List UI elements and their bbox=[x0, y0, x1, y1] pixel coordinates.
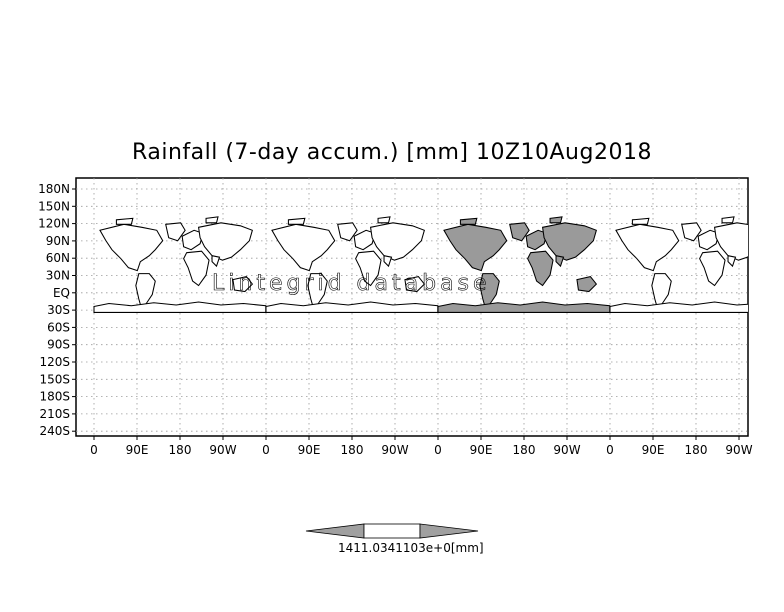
map-title: Rainfall (7-day accum.) [mm] 10Z10Aug201… bbox=[132, 140, 652, 165]
lat-tick-label: 90N bbox=[46, 234, 70, 248]
lat-tick-label: 150S bbox=[39, 372, 70, 386]
lat-tick-label: 30N bbox=[46, 269, 70, 283]
lon-tick-label: 180 bbox=[169, 443, 192, 457]
longitude-labels: 0 90E 180 90W 0 90E 180 90W 0 90E 180 90W 0 90E 180 90W bbox=[90, 436, 753, 457]
lon-tick-label: 90W bbox=[381, 443, 408, 457]
lon-tick-label: 90E bbox=[642, 443, 665, 457]
colorbar-right-arrow bbox=[419, 523, 479, 539]
lon-tick-label: 0 bbox=[606, 443, 614, 457]
lat-tick-label: 60S bbox=[47, 320, 70, 334]
lat-tick-label: 30S bbox=[47, 303, 70, 317]
lat-tick-label: 150N bbox=[38, 199, 70, 213]
lon-tick-label: 0 bbox=[90, 443, 98, 457]
lat-tick-label: 240S bbox=[39, 424, 70, 438]
lat-tick-label: 90S bbox=[47, 338, 70, 352]
colorbar-left-arrow bbox=[305, 523, 365, 539]
lon-tick-label: 0 bbox=[434, 443, 442, 457]
lat-tick-label: 180N bbox=[38, 182, 70, 196]
latitude-labels: 180N 150N 120N 90N 60N 30N EQ 30S 60S 90S 120S 150S… bbox=[38, 182, 76, 438]
lon-tick-label: 180 bbox=[685, 443, 708, 457]
lon-tick-label: 90W bbox=[553, 443, 580, 457]
lat-tick-label: 180S bbox=[39, 390, 70, 404]
lon-tick-label: 90E bbox=[298, 443, 321, 457]
colorbar-label: 1411.0341103e+0[mm] bbox=[338, 541, 484, 555]
lat-tick-label: EQ bbox=[53, 286, 70, 300]
lon-tick-label: 180 bbox=[341, 443, 364, 457]
lon-tick-label: 0 bbox=[262, 443, 270, 457]
lat-tick-label: 120S bbox=[39, 355, 70, 369]
lon-tick-label: 90W bbox=[725, 443, 752, 457]
lon-tick-label: 90W bbox=[209, 443, 236, 457]
colorbar-middle-box bbox=[363, 523, 421, 539]
lon-tick-label: 180 bbox=[513, 443, 536, 457]
lat-tick-label: 210S bbox=[39, 407, 70, 421]
watermark-text: Lintegrid database bbox=[212, 271, 491, 296]
lat-tick-label: 60N bbox=[46, 251, 70, 265]
colorbar bbox=[305, 523, 479, 539]
lon-tick-label: 90E bbox=[470, 443, 493, 457]
lon-tick-label: 90E bbox=[126, 443, 149, 457]
lat-tick-label: 120N bbox=[38, 217, 70, 231]
